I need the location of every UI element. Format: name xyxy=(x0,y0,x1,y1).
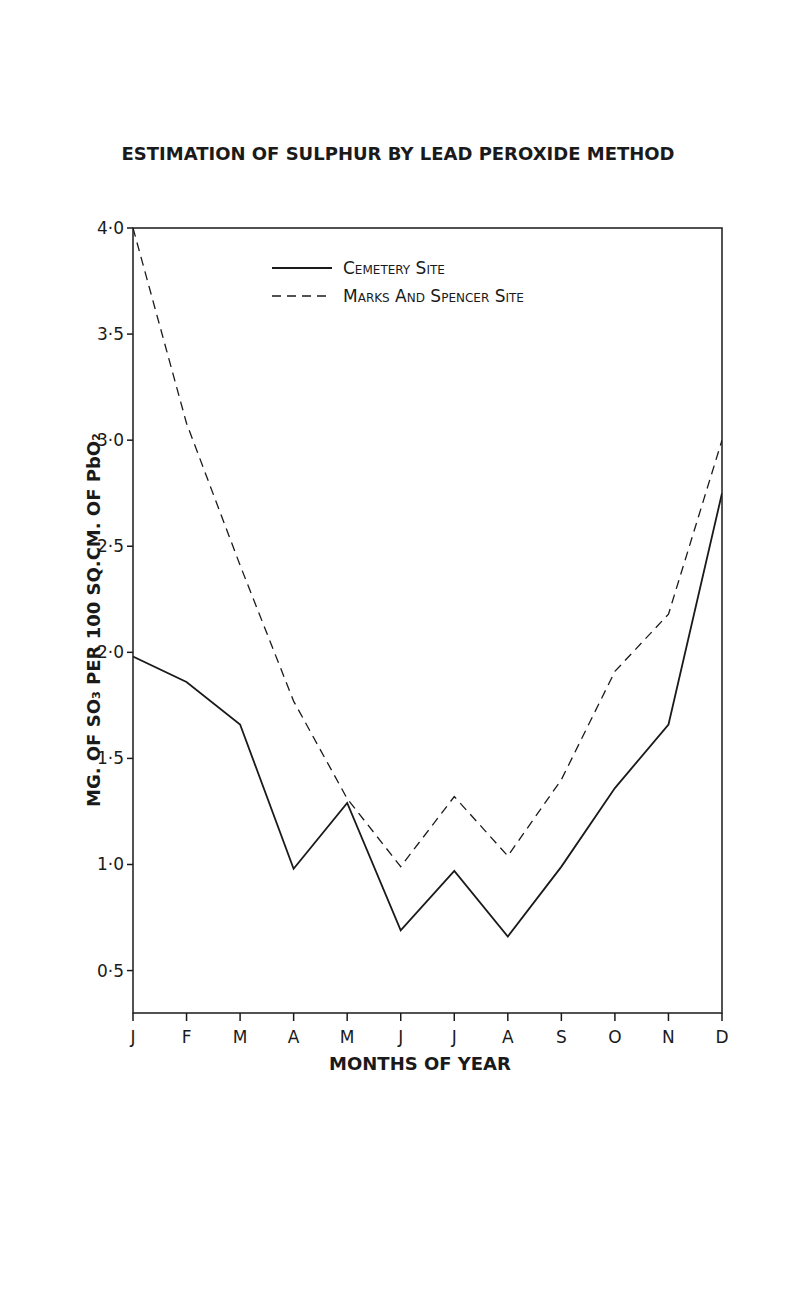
y-tick xyxy=(127,652,133,654)
x-tick xyxy=(186,1013,188,1021)
legend-label: Cemetery Site xyxy=(343,258,445,278)
x-tick-label: S xyxy=(556,1027,567,1047)
x-tick-label: J xyxy=(397,1027,403,1047)
x-tick xyxy=(293,1013,295,1021)
y-tick-label: 4·0 xyxy=(97,218,124,238)
legend-swatch xyxy=(272,295,332,296)
x-tick-label: F xyxy=(182,1027,192,1047)
x-tick xyxy=(721,1013,723,1021)
x-tick-label: J xyxy=(451,1027,457,1047)
x-tick xyxy=(507,1013,509,1021)
x-tick xyxy=(454,1013,456,1021)
x-tick xyxy=(614,1013,616,1021)
x-tick xyxy=(239,1013,241,1021)
y-tick xyxy=(127,227,133,229)
x-tick-label: M xyxy=(340,1027,355,1047)
chart: ESTIMATION OF SULPHUR BY LEAD PEROXIDE M… xyxy=(0,0,800,1304)
x-tick-label: O xyxy=(608,1027,621,1047)
y-tick-label: 3·5 xyxy=(97,324,124,344)
x-tick xyxy=(346,1013,348,1021)
legend-label: Marks And Spencer Site xyxy=(343,286,524,306)
x-tick-label: N xyxy=(662,1027,675,1047)
title: ESTIMATION OF SULPHUR BY LEAD PEROXIDE M… xyxy=(121,143,674,164)
plot-frame xyxy=(133,228,722,1013)
y-tick xyxy=(127,439,133,441)
x-tick-label: D xyxy=(715,1027,728,1047)
series-line xyxy=(133,493,722,936)
plot-lines xyxy=(133,228,722,937)
x-tick xyxy=(561,1013,563,1021)
x-tick-label: J xyxy=(129,1027,135,1047)
x-tick xyxy=(668,1013,670,1021)
series-line xyxy=(133,228,722,867)
y-tick xyxy=(127,864,133,866)
x-tick-label: M xyxy=(233,1027,248,1047)
y-tick xyxy=(127,758,133,760)
y-tick xyxy=(127,545,133,547)
x-tick xyxy=(132,1013,134,1021)
x-tick-label: A xyxy=(288,1027,300,1047)
y-tick xyxy=(127,333,133,335)
y-axis-label: MG. OF SO₃ PER 100 SQ.CM. OF PbO₂ xyxy=(83,433,104,807)
x-axis-label: MONTHS OF YEAR xyxy=(329,1053,511,1074)
x-tick-label: A xyxy=(502,1027,514,1047)
y-tick xyxy=(127,970,133,972)
x-tick xyxy=(400,1013,402,1021)
legend-swatch xyxy=(272,267,332,269)
y-tick-label: 0·5 xyxy=(97,961,124,981)
y-tick-label: 1·0 xyxy=(97,854,124,874)
